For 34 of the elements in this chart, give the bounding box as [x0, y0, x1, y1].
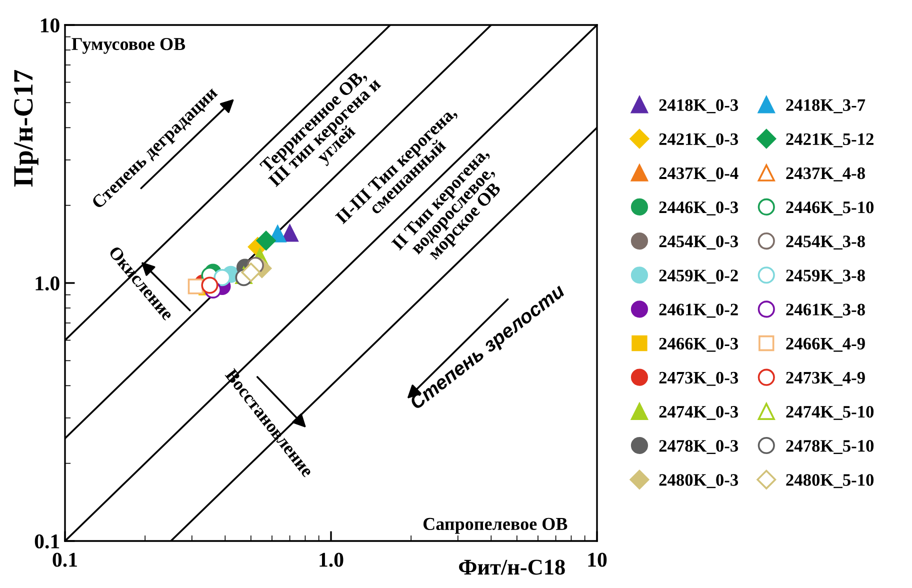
- legend-label: 2466K_0-3: [659, 338, 738, 352]
- legend-label: 2478K_5-10: [786, 440, 874, 454]
- y-tick-label: 1.0: [36, 276, 60, 291]
- legend-label: 2446K_0-3: [659, 201, 738, 216]
- legend-label: 2437K_0-4: [659, 167, 738, 182]
- legend-label: 2480K_5-10: [786, 474, 874, 488]
- annotation: Гумусовое ОВ: [72, 38, 186, 54]
- annotation: Сапропелевое ОВ: [423, 518, 568, 534]
- legend-label: 2418K_3-7: [786, 99, 866, 114]
- legend-label: 2454K_0-3: [659, 236, 738, 250]
- legend-label: 2480K_0-3: [659, 474, 738, 488]
- legend-label: 2461K_0-2: [659, 304, 738, 318]
- legend-label: 2474K_0-3: [659, 406, 738, 420]
- y-tick-label: 0.1: [34, 534, 60, 549]
- legend-label: 2473K_4-9: [786, 372, 865, 386]
- x-tick-label: 1.0: [320, 552, 344, 567]
- legend-label: 2454K_3-8: [786, 236, 865, 250]
- x-tick-label: 0.1: [52, 552, 77, 567]
- y-tick-label: 10: [40, 18, 60, 32]
- legend-label: 2437K_4-8: [786, 167, 865, 182]
- legend-label: 2446K_5-10: [786, 201, 874, 216]
- legend-label: 2421K_0-3: [659, 133, 738, 148]
- legend-label: 2421K_5-12: [786, 133, 874, 148]
- legend-label: 2418K_0-3: [659, 99, 738, 114]
- x-axis-title: Фит/н-С18: [459, 560, 565, 575]
- legend-label: 2466K_4-9: [786, 338, 865, 352]
- y-axis-title: Пр/н-С17: [14, 70, 38, 187]
- legend-label: 2473K_0-3: [659, 372, 738, 386]
- legend-label: 2474K_5-10: [786, 406, 874, 420]
- x-tick-label: 10: [588, 552, 607, 567]
- legend-label: 2459K_0-2: [659, 270, 738, 284]
- legend-label: 2478K_0-3: [659, 440, 738, 454]
- legend-label: 2459K_3-8: [786, 270, 865, 284]
- legend-label: 2461K_3-8: [786, 304, 865, 318]
